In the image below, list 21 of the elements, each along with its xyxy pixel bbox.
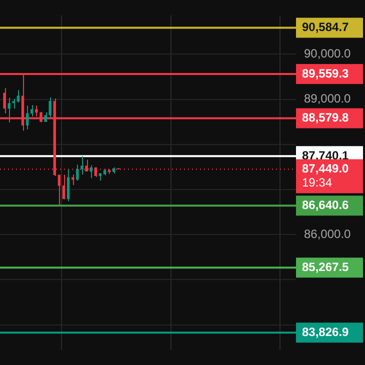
- candlestick: [66, 169, 70, 202]
- candlestick: [58, 174, 61, 206]
- candlestick: [3, 88, 6, 114]
- y-tick-label: 86,000.0: [304, 226, 352, 241]
- candlestick: [26, 105, 29, 130]
- ref-line-label: 85,267.5: [302, 260, 350, 274]
- candlestick: [8, 97, 10, 123]
- ref-line-label: 86,640.6: [302, 198, 350, 212]
- ref-line-label: 87,449.0: [302, 162, 350, 176]
- ref-line-label: 88,579.8: [302, 110, 350, 125]
- y-tick-label: 90,000.0: [304, 46, 352, 60]
- candlestick: [71, 174, 74, 186]
- ref-line-label: 90,584.7: [302, 20, 350, 34]
- text: 19:34: [302, 176, 332, 190]
- ref-line-label: 83,826.9: [302, 324, 350, 339]
- ref-line-label: 89,559.3: [302, 66, 350, 80]
- candlestick: [90, 164, 92, 179]
- y-tick-label: 89,000.0: [304, 92, 352, 106]
- candlestick: [62, 174, 66, 200]
- ref-line-label: 87,740.1: [302, 148, 350, 162]
- candlestick: [48, 96, 52, 118]
